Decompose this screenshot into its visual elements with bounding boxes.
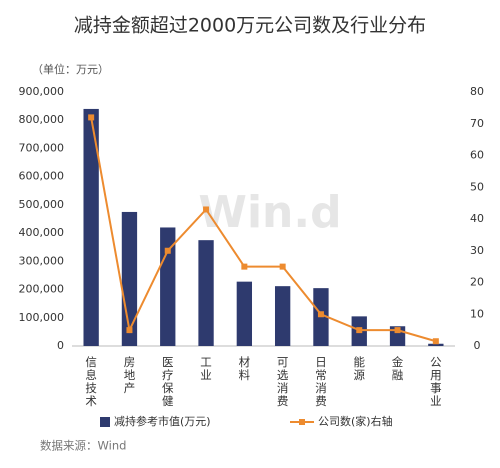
y-tick-label: 800,000 xyxy=(19,113,65,126)
y2-tick-label: 50 xyxy=(470,180,484,193)
line xyxy=(90,117,437,343)
x-tick-label: 信息技术 xyxy=(85,355,97,408)
y-tick-label: 200,000 xyxy=(19,283,65,296)
line-marker xyxy=(394,327,401,334)
legend-label: 公司数(家)右轴 xyxy=(318,414,393,428)
y-tick-label: 600,000 xyxy=(19,170,65,183)
y-tick-label: 300,000 xyxy=(19,254,65,267)
line-marker xyxy=(126,327,133,334)
y-tick-label: 400,000 xyxy=(19,226,65,239)
x-tick-label: 能源 xyxy=(353,355,366,382)
x-tick-label: 医疗保健 xyxy=(162,355,174,408)
y2-tick-label: 40 xyxy=(470,212,484,225)
y2-tick-label: 70 xyxy=(470,117,484,130)
x-tick-label: 工业 xyxy=(200,355,212,382)
x-tick-label: 金融 xyxy=(391,355,404,382)
y2-tick-label: 0 xyxy=(474,339,481,352)
y-tick-label: 500,000 xyxy=(19,198,65,211)
y2-tick-label: 20 xyxy=(470,276,484,289)
x-tick-label: 日常消费 xyxy=(315,355,327,408)
line-marker xyxy=(432,338,439,345)
y2-tick-label: 80 xyxy=(470,85,484,98)
y2-tick-label: 30 xyxy=(470,244,484,257)
y-tick-label: 900,000 xyxy=(19,85,65,98)
line-marker xyxy=(88,114,95,121)
unit-label: （单位：万元） xyxy=(32,62,109,76)
x-tick-label: 材料 xyxy=(238,355,251,382)
chart-title: 减持金额超过2000万元公司数及行业分布 xyxy=(74,15,426,37)
y2-tick-label: 60 xyxy=(470,149,484,162)
source-note: 数据来源：Wind xyxy=(40,439,126,453)
bar xyxy=(236,281,253,346)
y2-tick-label: 10 xyxy=(470,307,484,320)
line-marker xyxy=(203,206,210,213)
legend-swatch xyxy=(100,417,110,427)
legend-swatch xyxy=(299,419,305,425)
line-marker xyxy=(241,263,248,270)
y-tick-label: 700,000 xyxy=(19,141,65,154)
x-tick-label: 房地产 xyxy=(123,355,136,395)
bar xyxy=(83,108,99,346)
bar xyxy=(428,343,444,346)
line-marker xyxy=(356,327,363,334)
line-marker xyxy=(317,311,324,318)
watermark: Win.d xyxy=(198,187,341,238)
x-tick-label: 可选消费 xyxy=(276,355,289,408)
line-marker xyxy=(164,247,171,254)
line-marker xyxy=(279,263,286,270)
x-tick-label: 公用事业 xyxy=(430,355,442,408)
legend-label: 减持参考市值(万元) xyxy=(114,414,211,428)
y-tick-label: 100,000 xyxy=(19,311,65,324)
bar xyxy=(198,240,214,346)
y-tick-label: 0 xyxy=(57,339,64,352)
bar xyxy=(274,286,291,346)
